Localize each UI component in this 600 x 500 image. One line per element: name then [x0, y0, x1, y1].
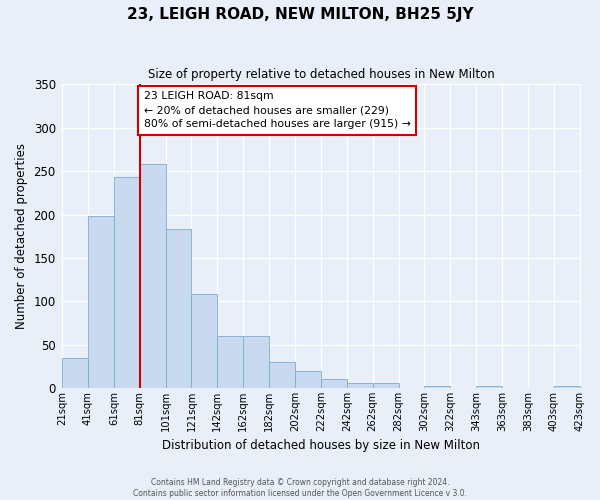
Bar — [114, 177, 140, 388]
Y-axis label: Number of detached properties: Number of detached properties — [15, 143, 28, 329]
Bar — [554, 386, 580, 388]
Bar — [347, 383, 373, 388]
X-axis label: Distribution of detached houses by size in New Milton: Distribution of detached houses by size … — [162, 440, 480, 452]
Bar — [243, 336, 269, 388]
Text: 23, LEIGH ROAD, NEW MILTON, BH25 5JY: 23, LEIGH ROAD, NEW MILTON, BH25 5JY — [127, 8, 473, 22]
Title: Size of property relative to detached houses in New Milton: Size of property relative to detached ho… — [148, 68, 494, 80]
Bar — [373, 383, 398, 388]
Text: 23 LEIGH ROAD: 81sqm
← 20% of detached houses are smaller (229)
80% of semi-deta: 23 LEIGH ROAD: 81sqm ← 20% of detached h… — [143, 92, 410, 130]
Bar — [476, 386, 502, 388]
Bar — [217, 336, 243, 388]
Bar — [62, 358, 88, 388]
Bar — [295, 370, 321, 388]
Bar — [166, 230, 191, 388]
Bar — [424, 386, 451, 388]
Bar — [191, 294, 217, 388]
Bar — [140, 164, 166, 388]
Text: Contains HM Land Registry data © Crown copyright and database right 2024.
Contai: Contains HM Land Registry data © Crown c… — [133, 478, 467, 498]
Bar — [269, 362, 295, 388]
Bar — [321, 380, 347, 388]
Bar — [88, 216, 114, 388]
